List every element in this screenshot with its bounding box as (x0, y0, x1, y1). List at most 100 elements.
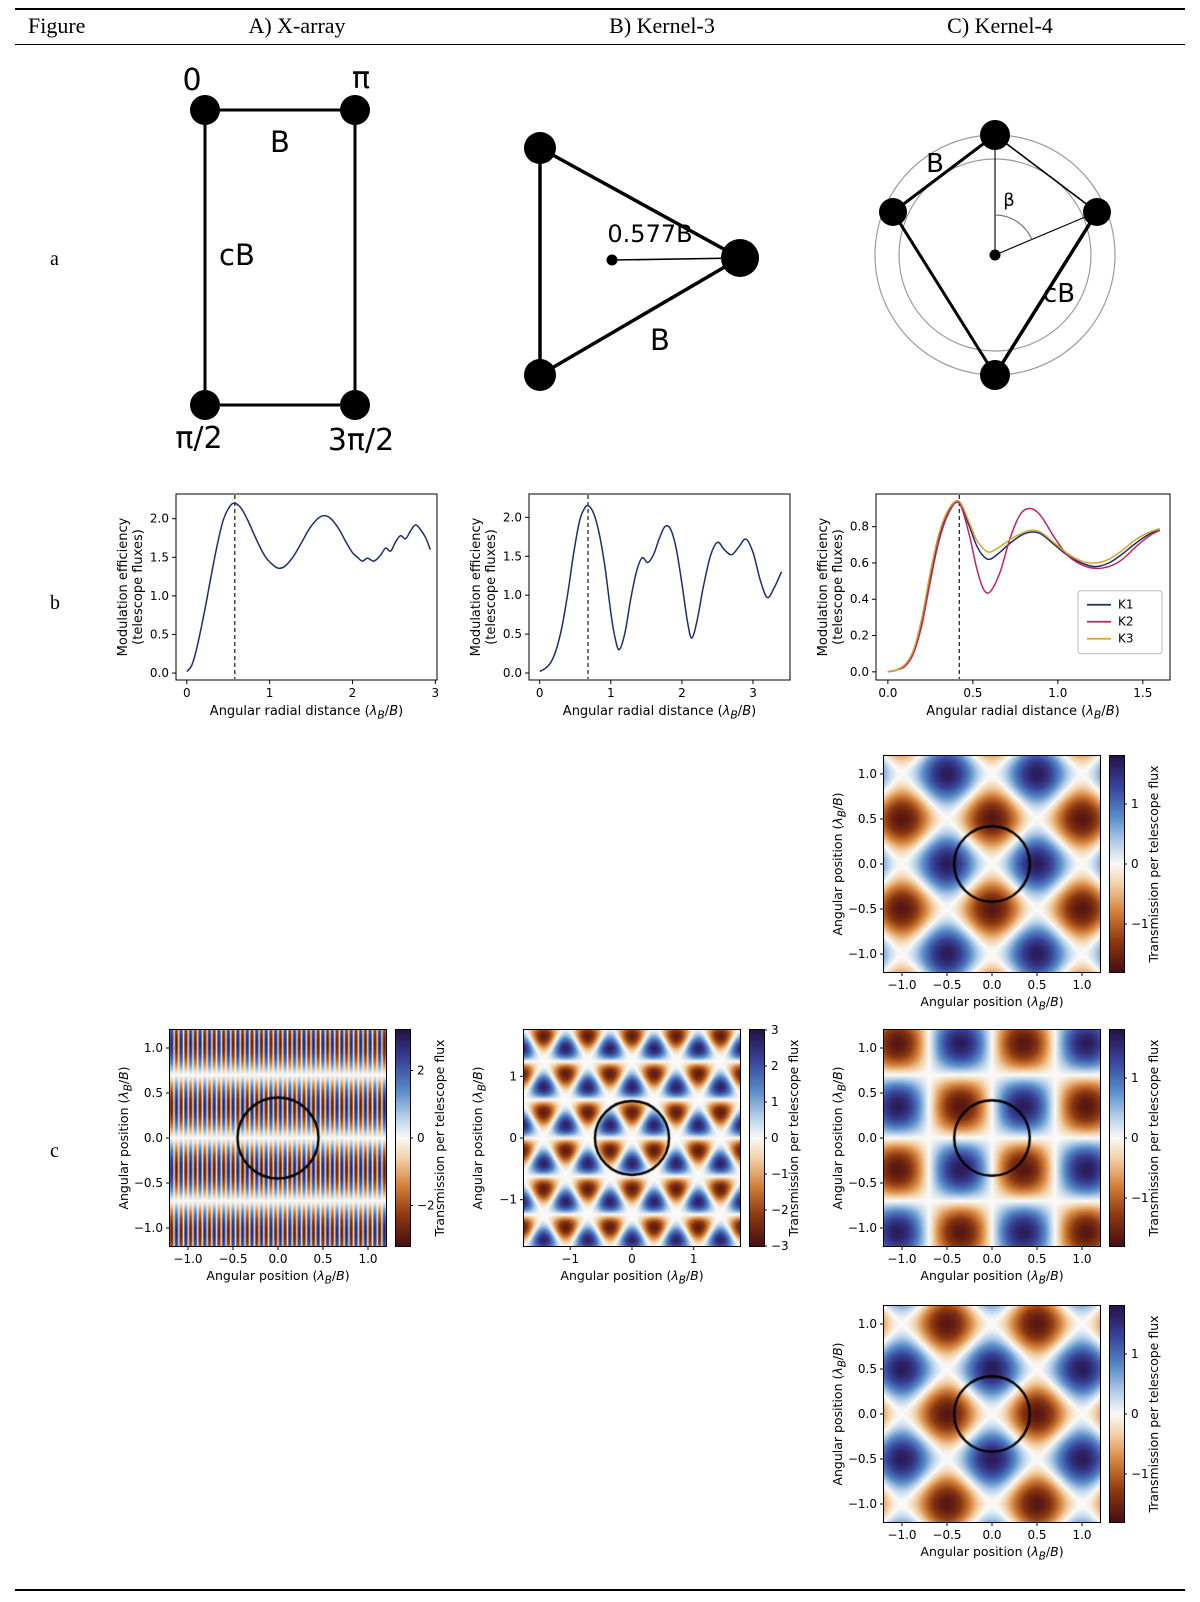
radius-label: 0.577B (607, 220, 692, 248)
svg-text:0: 0 (771, 1131, 779, 1145)
line-plot-canvas: 0.0 0.5 1.0 1.5 0.0 0.2 0.4 0.6 0.8 K1 K2 K3 (850, 493, 1171, 700)
svg-text:1.0: 1.0 (503, 588, 522, 602)
array-center-dot (606, 254, 618, 266)
svg-text:1.0: 1.0 (1072, 1252, 1091, 1266)
svg-text:0.5: 0.5 (963, 686, 982, 700)
svg-text:−0.5: −0.5 (932, 978, 961, 992)
svg-text:2: 2 (417, 1064, 425, 1078)
telescope-dot (524, 132, 556, 164)
heatmap-canvas (883, 1029, 1101, 1247)
svg-text:−0.5: −0.5 (218, 1252, 247, 1266)
baseline-label-b: B (926, 149, 944, 179)
svg-text:−0.5: −0.5 (848, 1452, 877, 1466)
svg-text:1: 1 (509, 1069, 517, 1083)
svg-text:1.0: 1.0 (858, 1317, 877, 1331)
svg-text:0: 0 (417, 1131, 425, 1145)
svg-text:0.0: 0.0 (982, 978, 1001, 992)
svg-text:0.0: 0.0 (858, 1131, 877, 1145)
svg-text:1: 1 (1131, 1347, 1139, 1361)
svg-text:0: 0 (536, 686, 544, 700)
svg-text:1: 1 (690, 1252, 698, 1266)
center-right-line (994, 211, 1098, 256)
svg-text:0.5: 0.5 (1027, 1528, 1046, 1542)
svg-text:−1: −1 (499, 1193, 517, 1207)
row-label-c: c (50, 1140, 59, 1162)
svg-text:1.0: 1.0 (1048, 686, 1067, 700)
svg-text:0.0: 0.0 (878, 686, 897, 700)
svg-text:−1.0: −1.0 (173, 1252, 202, 1266)
telescope-dot (721, 239, 759, 277)
svg-text:K3: K3 (1118, 632, 1134, 646)
svg-text:1.0: 1.0 (858, 767, 877, 781)
y-axis-label: Modulation efficiency (telescope fluxes) (116, 517, 146, 657)
svg-text:−1: −1 (771, 1167, 789, 1181)
x-axis-label: Angular position (λB/B) (206, 1268, 350, 1287)
colorbar-label: Transmission per telescope flux (1146, 1315, 1161, 1513)
y-axis-label: Angular position (λB/B) (830, 792, 849, 936)
header-figure: Figure (28, 13, 86, 38)
kernel4-edge-b (892, 133, 996, 214)
svg-text:1.0: 1.0 (1072, 1528, 1091, 1542)
beta-angle-arc (994, 214, 1033, 240)
svg-text:3: 3 (749, 686, 757, 700)
svg-text:0.0: 0.0 (982, 1528, 1001, 1542)
svg-text:0.0: 0.0 (150, 666, 169, 680)
svg-text:0: 0 (183, 686, 191, 700)
heatmap-axes: −1 0 1 −1 0 1 3 2 1 0 −1 −2 −3 (499, 1023, 789, 1266)
heatmap-kernel4-k1: −1.0 −0.5 0.0 0.5 1.0 −1.0 −0.5 0.0 0.5 1.0 1 0 −1 An… (822, 748, 1182, 1013)
phase-label-bl: π/2 (175, 421, 222, 456)
colorbar-label: Transmission per telescope flux (1146, 1039, 1161, 1237)
baseline-label-b: B (270, 125, 290, 159)
svg-text:1.0: 1.0 (144, 1041, 163, 1055)
svg-text:−1.0: −1.0 (887, 1528, 916, 1542)
svg-text:0.5: 0.5 (1027, 1252, 1046, 1266)
telescope-dot (340, 95, 370, 125)
svg-text:−1: −1 (561, 1252, 579, 1266)
header-col-xarray: A) X-array (248, 13, 346, 38)
svg-text:0.5: 0.5 (313, 1252, 332, 1266)
svg-text:1: 1 (1131, 1071, 1139, 1085)
kernel4-edge-right (994, 134, 1098, 213)
svg-text:0.5: 0.5 (150, 627, 169, 641)
svg-text:−1: −1 (1131, 917, 1149, 931)
angle-label-beta: β (1003, 190, 1015, 211)
y-axis-label: Angular position (λB/B) (830, 1342, 849, 1486)
y-axis-label: Modulation efficiency (telescope fluxes) (469, 517, 499, 657)
x-axis-label: Angular radial distance (λB/B) (209, 704, 404, 722)
svg-text:K1: K1 (1118, 598, 1134, 612)
colorbar (1109, 755, 1125, 973)
svg-text:−0.5: −0.5 (848, 902, 877, 916)
y-axis-label: Angular position (λB/B) (830, 1066, 849, 1210)
svg-text:0.5: 0.5 (858, 1086, 877, 1100)
svg-text:0.6: 0.6 (850, 556, 869, 570)
svg-text:1: 1 (607, 686, 615, 700)
array-center-dot (989, 249, 1001, 261)
heatmap-axes: −1.0 −0.5 0.0 0.5 1.0 −1.0 −0.5 0.0 0.5 1.0 1 0 −1 (848, 767, 1149, 992)
x-axis-label: Angular radial distance (λB/B) (926, 704, 1120, 722)
row-label-b: b (50, 592, 60, 614)
svg-text:0: 0 (628, 1252, 636, 1266)
svg-text:3: 3 (771, 1023, 779, 1037)
colorbar-label: Transmission per telescope flux (786, 1039, 801, 1237)
diagram-kernel3: 0.577B B (524, 132, 759, 391)
heatmap-axes: −1.0 −0.5 0.0 0.5 1.0 −1.0 −0.5 0.0 0.5 1.0 1 0 −1 (848, 1041, 1149, 1266)
svg-text:2: 2 (771, 1059, 779, 1073)
telescope-dot (879, 198, 907, 226)
colorbar-label: Transmission per telescope flux (432, 1039, 447, 1237)
heatmap-kernel4-k2: −1.0 −0.5 0.0 0.5 1.0 −1.0 −0.5 0.0 0.5 1.0 1 0 −1 An… (822, 1022, 1182, 1287)
svg-text:1.0: 1.0 (150, 589, 169, 603)
bottom-rule (15, 1589, 1185, 1591)
telescope-dot (340, 390, 370, 420)
svg-text:−0.5: −0.5 (932, 1252, 961, 1266)
heatmap-canvas (883, 755, 1101, 973)
svg-text:0: 0 (1131, 857, 1139, 871)
x-axis-label: Angular position (λB/B) (920, 994, 1064, 1013)
svg-text:0.5: 0.5 (858, 1362, 877, 1376)
svg-text:2.0: 2.0 (503, 510, 522, 524)
kernel3-radius-line (611, 257, 741, 261)
heatmap-kernel4-k3: −1.0 −0.5 0.0 0.5 1.0 −1.0 −0.5 0.0 0.5 1.0 1 0 −1 An… (822, 1298, 1182, 1563)
line-plot-canvas: 0 1 2 3 0.0 0.5 1.0 1.5 2.0 (503, 493, 791, 700)
svg-text:0: 0 (1131, 1407, 1139, 1421)
svg-text:0: 0 (509, 1131, 517, 1145)
svg-text:0.5: 0.5 (503, 627, 522, 641)
